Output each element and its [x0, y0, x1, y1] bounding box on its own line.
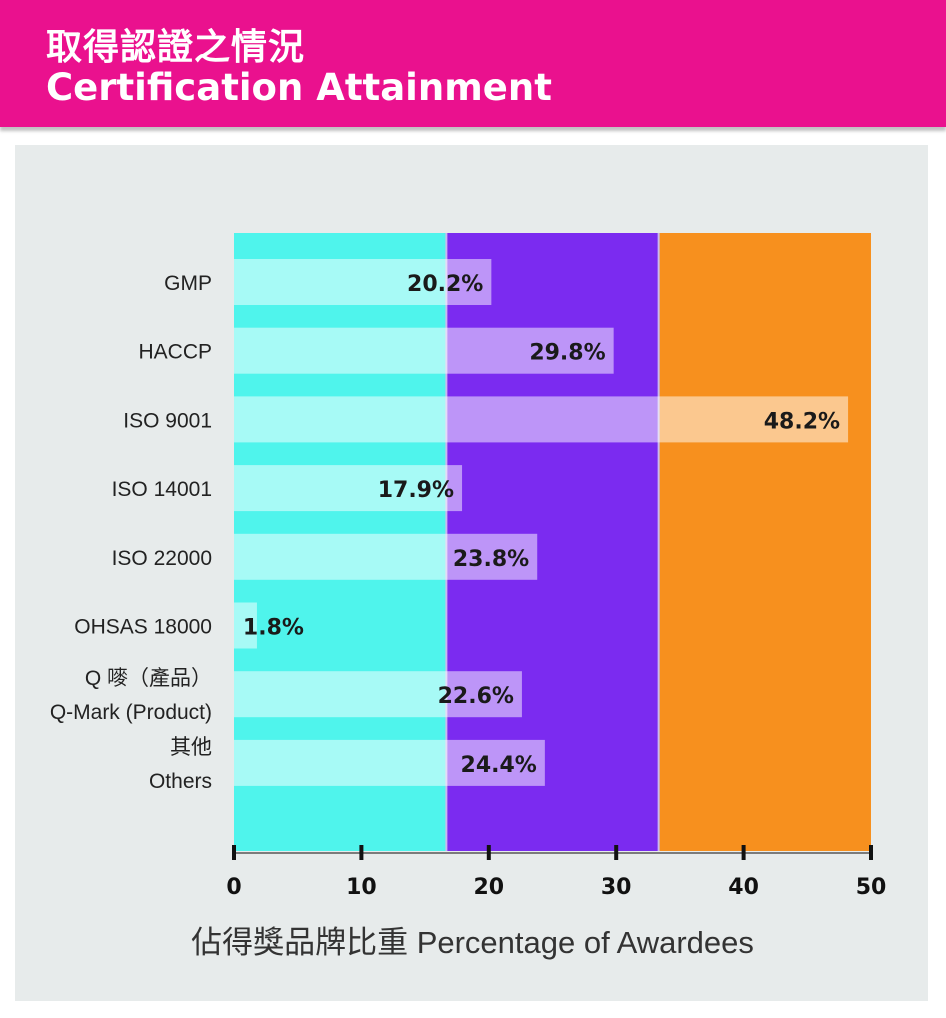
bar-0 — [234, 259, 492, 305]
bar-2 — [234, 396, 849, 443]
header-banner: 取得認證之情況 Certification Attainment — [0, 0, 946, 127]
x-tick-label-5: 50 — [856, 875, 887, 900]
page-title-english: Certification Attainment — [46, 66, 552, 109]
category-label-4-0: ISO 22000 — [112, 547, 212, 570]
category-label-3-0: ISO 14001 — [112, 478, 212, 501]
x-axis-title: 佔得獎品牌比重 Percentage of Awardees — [191, 925, 754, 960]
data-label-4: 23.8% — [453, 547, 529, 572]
bar-1 — [234, 327, 614, 374]
data-label-2: 48.2% — [764, 409, 840, 434]
category-label-7-0: 其他 — [170, 736, 212, 759]
category-label-6-0: Q 嘜（產品） — [85, 667, 212, 690]
x-tick-label-1: 10 — [346, 875, 377, 900]
data-label-5: 1.8% — [243, 616, 304, 641]
bar-3 — [234, 465, 463, 512]
category-label-7-1: Others — [149, 770, 212, 793]
bar-7 — [234, 739, 545, 786]
bar-5 — [234, 602, 257, 649]
background-band-2 — [658, 233, 871, 851]
bar-4 — [234, 533, 538, 580]
data-label-7: 24.4% — [461, 753, 537, 778]
category-label-1-0: HACCP — [138, 341, 212, 364]
data-label-6: 22.6% — [438, 684, 514, 709]
data-label-0: 20.2% — [407, 272, 483, 297]
bar-6 — [234, 671, 522, 718]
category-label-5-0: OHSAS 18000 — [74, 616, 212, 639]
x-tick-label-3: 30 — [601, 875, 632, 900]
category-label-6-1: Q-Mark (Product) — [50, 701, 212, 724]
x-tick-label-0: 0 — [226, 875, 241, 900]
data-label-1: 29.8% — [529, 341, 605, 366]
page-title-chinese: 取得認證之情況 — [46, 27, 306, 68]
x-tick-label-4: 40 — [728, 875, 759, 900]
category-label-2-0: ISO 9001 — [123, 409, 212, 432]
data-label-3: 17.9% — [378, 478, 454, 503]
x-tick-label-2: 20 — [473, 875, 504, 900]
category-label-0-0: GMP — [164, 272, 212, 295]
bar-chart: 20.2% GMP 29.8% HACCP 48.2% ISO 9001 17.9% ISO … — [50, 233, 887, 960]
chart-panel: 20.2% GMP 29.8% HACCP 48.2% ISO 9001 17.9% ISO … — [15, 145, 928, 1001]
